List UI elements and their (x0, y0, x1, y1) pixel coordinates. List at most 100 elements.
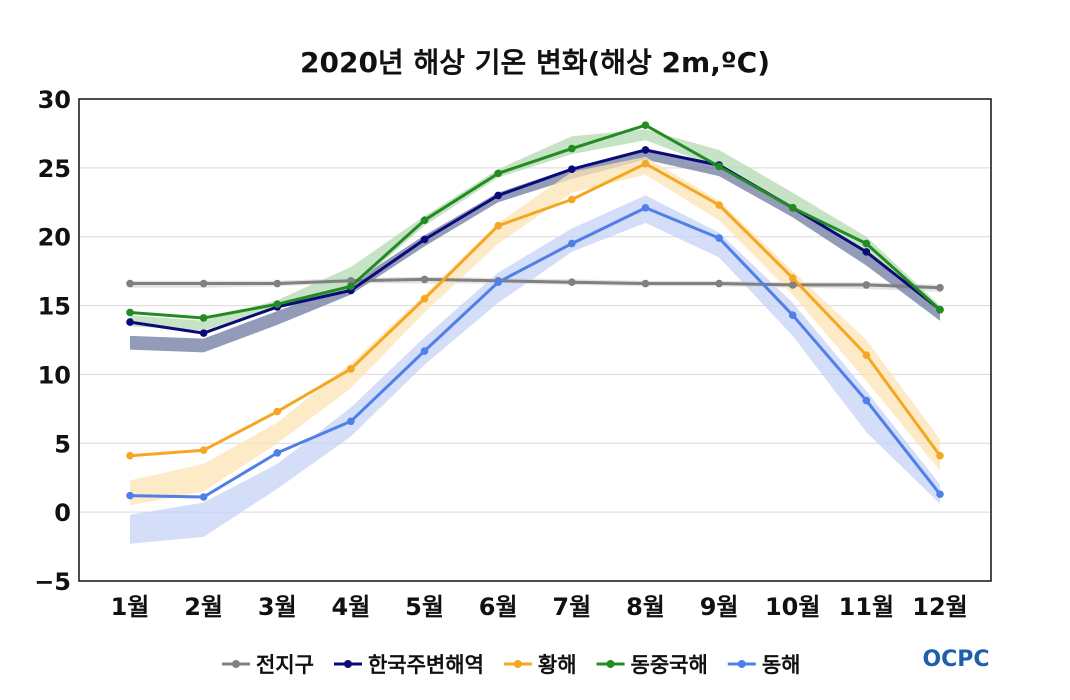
x-tick-label: 8월 (626, 593, 665, 621)
data-point (494, 278, 502, 286)
legend-label: 황해 (538, 653, 577, 677)
grid-lines (79, 167, 991, 513)
data-point (420, 294, 429, 303)
legend-label: 동해 (762, 653, 801, 677)
data-point (273, 449, 282, 457)
legend-marker (232, 660, 240, 668)
data-point (788, 281, 797, 289)
plot-frame (78, 98, 992, 582)
data-point (641, 279, 650, 288)
legend-item: 한국주변해역 (333, 653, 484, 677)
data-point (199, 279, 208, 288)
data-point (126, 451, 134, 460)
data-point (494, 169, 502, 178)
data-point (715, 201, 723, 209)
data-point (568, 239, 576, 248)
data-point (126, 308, 134, 317)
legend-item: 전지구 (222, 653, 314, 677)
legend-marker (606, 660, 615, 668)
data-point (788, 311, 797, 320)
data-point (715, 279, 723, 288)
y-tick-label: 5 (54, 430, 71, 458)
series-line (129, 123, 942, 320)
data-point (568, 278, 576, 286)
data-point (494, 191, 502, 200)
data-point (568, 144, 576, 153)
legend-marker (737, 660, 746, 668)
series-band (130, 156, 940, 506)
data-point (126, 318, 134, 326)
data-point (199, 314, 208, 322)
series-line (129, 162, 942, 458)
series-line (129, 206, 942, 499)
x-tick-label: 1월 (111, 593, 150, 621)
x-tick-label: 7월 (552, 593, 591, 621)
series-lines (129, 123, 942, 499)
data-point (568, 195, 576, 204)
data-point (199, 493, 208, 501)
data-point (126, 279, 134, 288)
x-tick-label: 12월 (912, 593, 967, 621)
data-point (347, 282, 355, 291)
series-bands (130, 129, 940, 544)
y-tick-label: 30 (38, 86, 71, 114)
x-tick-label: 2월 (184, 593, 223, 621)
data-point (862, 248, 871, 256)
x-tick-label: 11월 (839, 593, 894, 621)
data-point (641, 146, 650, 154)
legend-label: 한국주변해역 (368, 653, 484, 677)
x-axis-ticks: 1월 2월 3월 4월 5월 6월 7월 8월 9월 10월 11월 12월 (111, 593, 968, 621)
ocpc-logo: OCPC (922, 647, 989, 672)
data-point (420, 235, 429, 244)
legend-marker (513, 660, 522, 668)
data-point (715, 162, 723, 171)
y-axis-ticks: −5 0 5 10 15 20 25 30 (34, 86, 71, 596)
x-tick-label: 9월 (700, 593, 739, 621)
data-point (347, 417, 355, 426)
x-tick-label: 4월 (332, 593, 371, 621)
y-tick-label: −5 (34, 568, 71, 596)
y-tick-label: 20 (38, 224, 71, 252)
y-tick-label: 15 (38, 293, 71, 321)
data-point (936, 451, 944, 460)
data-point (788, 274, 797, 282)
data-point (641, 159, 650, 168)
data-point (199, 446, 208, 454)
data-point (199, 329, 208, 337)
series-band (130, 195, 940, 544)
data-point (273, 279, 282, 288)
data-point (936, 305, 944, 314)
legend-label: 전지구 (256, 653, 314, 677)
data-point (420, 275, 429, 284)
data-point (641, 121, 650, 129)
series-points (126, 121, 944, 501)
data-point (641, 203, 650, 212)
y-tick-label: 25 (38, 155, 71, 183)
data-point (494, 221, 502, 230)
legend-item: 동중국해 (596, 653, 708, 677)
data-point (420, 347, 429, 355)
series-line (130, 277, 941, 290)
data-point (862, 281, 871, 289)
data-point (126, 491, 134, 500)
data-point (936, 283, 944, 292)
x-tick-label: 10월 (765, 593, 820, 621)
data-point (273, 407, 282, 416)
data-point (568, 165, 576, 174)
data-point (936, 490, 944, 499)
data-point (715, 234, 723, 242)
y-tick-label: 0 (54, 499, 71, 527)
series-band (130, 151, 940, 353)
logo-text: OCPC (922, 647, 989, 672)
data-point (347, 365, 355, 373)
legend-label: 동중국해 (631, 653, 708, 677)
legend-item: 동해 (727, 653, 801, 677)
x-tick-label: 3월 (258, 593, 297, 621)
y-tick-label: 10 (38, 361, 71, 389)
data-point (862, 239, 871, 248)
data-point (862, 396, 871, 405)
x-tick-label: 5월 (405, 593, 444, 621)
legend-item: 황해 (503, 653, 577, 677)
data-point (788, 203, 797, 212)
